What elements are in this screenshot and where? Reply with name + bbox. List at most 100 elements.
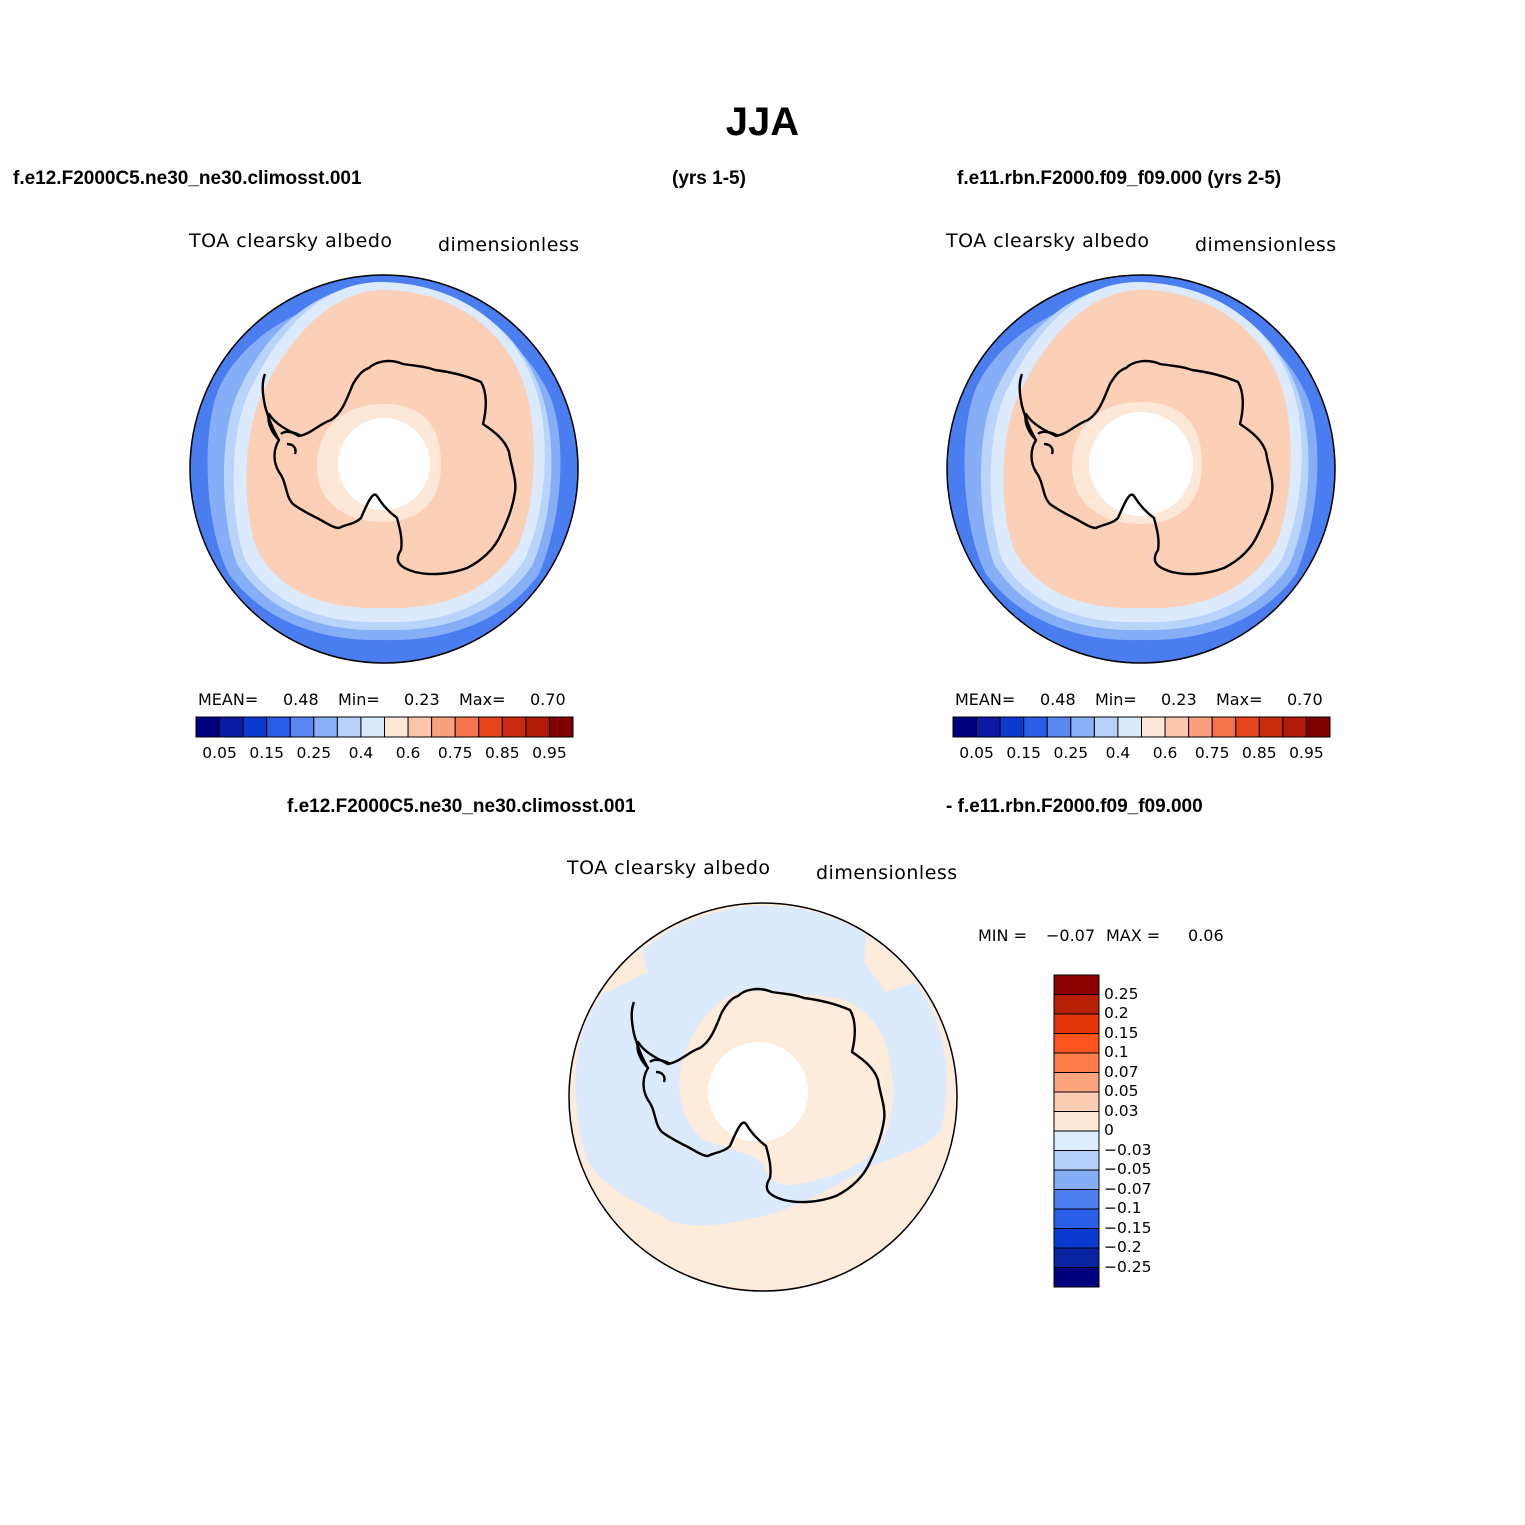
colorbar-swatch: [1053, 1267, 1100, 1288]
colorbar-tick-label: 0.25: [1053, 744, 1089, 762]
colorbar-swatch: [1305, 716, 1331, 738]
colorbar-tick-label: 0.03: [1104, 1101, 1139, 1120]
bottom-min-value: −0.07: [1046, 926, 1096, 945]
colorbar-tick-label: −0.1: [1104, 1199, 1142, 1217]
colorbar-swatch: [219, 716, 244, 738]
colorbar-swatch: [1053, 1189, 1100, 1210]
figure-title: JJA: [725, 100, 800, 144]
colorbar-tick-label: 0.2: [1104, 1004, 1129, 1022]
top-left-mean-value: 0.48: [283, 690, 319, 709]
colorbar-swatch: [1053, 1013, 1100, 1034]
colorbar-tick-label: 0.85: [1242, 744, 1277, 762]
colorbar-swatch: [454, 716, 480, 738]
top-right-max-label: Max=: [1216, 690, 1263, 709]
top-right-mean-value: 0.48: [1040, 690, 1076, 709]
top-left-units-label: dimensionless: [438, 234, 580, 256]
colorbar-swatch: [242, 716, 268, 738]
colorbar-tick-label: −0.2: [1104, 1238, 1142, 1256]
bottom-min-label: MIN =: [978, 926, 1027, 945]
top-right-mean-label: MEAN=: [955, 690, 1016, 709]
colorbar-swatch: [195, 716, 221, 738]
colorbar-swatch: [1211, 716, 1237, 738]
colorbar-swatch: [1053, 1072, 1100, 1093]
colorbar-swatch: [313, 716, 338, 738]
top-right-colorbar: [952, 716, 1331, 738]
colorbar-tick-label: 0.05: [202, 744, 237, 762]
colorbar-swatch: [1070, 716, 1095, 738]
colorbar-tick-label: 0.75: [1194, 744, 1230, 762]
colorbar-swatch: [1053, 1150, 1100, 1171]
colorbar-swatch: [266, 716, 291, 738]
colorbar-tick-label: 0.05: [1104, 1082, 1139, 1100]
colorbar-tick-label: 0.1: [1104, 1043, 1129, 1061]
colorbar-swatch: [525, 716, 550, 738]
top-right-units-label: dimensionless: [1195, 234, 1337, 256]
colorbar-tick-label: 0.25: [1104, 984, 1139, 1003]
colorbar-swatch: [1053, 974, 1100, 995]
colorbar-tick-label: 0.95: [532, 744, 567, 762]
top-left-years-label: (yrs 1-5): [672, 168, 746, 189]
bottom-difference-polar-map: [568, 902, 958, 1292]
colorbar-tick-label: −0.07: [1104, 1179, 1152, 1198]
colorbar-swatch: [1117, 716, 1142, 738]
bottom-variable-label: TOA clearsky albedo: [567, 857, 771, 879]
colorbar-swatch: [1053, 1169, 1100, 1190]
colorbar-swatch: [1053, 1091, 1100, 1112]
colorbar-swatch: [360, 716, 385, 738]
bottom-case-label-left: f.e12.F2000C5.ne30_ne30.climosst.001: [287, 796, 636, 817]
polar-data-hole: [708, 1042, 808, 1142]
colorbar-tick-label: −0.05: [1104, 1160, 1152, 1178]
colorbar-swatch: [336, 716, 362, 738]
colorbar-tick-label: 0.05: [959, 744, 994, 762]
colorbar-tick-label: 0.15: [249, 744, 284, 762]
colorbar-swatch: [1258, 716, 1284, 738]
top-left-variable-label: TOA clearsky albedo: [189, 230, 393, 252]
colorbar-swatch: [1053, 1228, 1100, 1249]
colorbar-swatch: [384, 716, 409, 738]
top-right-min-label: Min=: [1095, 690, 1137, 709]
colorbar-tick-label: 0.95: [1289, 744, 1324, 762]
top-left-min-value: 0.23: [404, 690, 440, 709]
colorbar-tick-label: 0.15: [1104, 1023, 1139, 1042]
antarctic-peninsula: [261, 373, 302, 455]
polar-data-hole: [1089, 412, 1193, 516]
colorbar-swatch: [1188, 716, 1213, 738]
colorbar-tick-label: 0.4: [1105, 744, 1131, 762]
colorbar-swatch: [999, 716, 1025, 738]
colorbar-swatch: [548, 716, 574, 738]
colorbar-swatch: [1053, 1033, 1100, 1054]
antarctica-coastline: [1024, 359, 1274, 576]
colorbar-tick-label: 0.6: [1152, 744, 1178, 762]
top-right-min-value: 0.23: [1161, 690, 1197, 709]
colorbar-swatch: [478, 716, 503, 738]
colorbar-swatch: [1164, 716, 1190, 738]
top-right-max-value: 0.70: [1287, 690, 1323, 709]
top-left-mean-label: MEAN=: [198, 690, 259, 709]
colorbar-tick-label: 0.07: [1104, 1062, 1139, 1081]
colorbar-swatch: [1053, 1111, 1100, 1132]
antarctica-coastline: [267, 359, 517, 576]
colorbar-swatch: [1053, 1130, 1100, 1151]
colorbar-swatch: [431, 716, 456, 738]
colorbar-swatch: [1093, 716, 1119, 738]
colorbar-tick-label: −0.25: [1104, 1257, 1152, 1276]
colorbar-tick-label: 0.6: [395, 744, 421, 762]
antarctic-peninsula: [630, 1001, 671, 1083]
colorbar-swatch: [1053, 1247, 1100, 1268]
top-left-case-label: f.e12.F2000C5.ne30_ne30.climosst.001: [13, 168, 362, 189]
colorbar-tick-label: 0.15: [1006, 744, 1041, 762]
colorbar-swatch: [1282, 716, 1307, 738]
colorbar-swatch: [1141, 716, 1166, 738]
top-right-case-label: f.e11.rbn.F2000.f09_f09.000 (yrs 2-5): [957, 168, 1282, 189]
antarctica-coastline: [636, 987, 886, 1204]
colorbar-tick-label: 0: [1104, 1121, 1114, 1139]
top-left-polar-map: [189, 274, 579, 664]
top-right-variable-label: TOA clearsky albedo: [946, 230, 1150, 252]
bottom-max-label: MAX =: [1106, 926, 1161, 945]
colorbar-tick-label: −0.15: [1104, 1218, 1152, 1237]
top-left-max-label: Max=: [459, 690, 506, 709]
colorbar-swatch: [1023, 716, 1048, 738]
colorbar-swatch: [1053, 1052, 1100, 1073]
colorbar-tick-label: 0.75: [437, 744, 473, 762]
colorbar-swatch: [289, 716, 315, 738]
